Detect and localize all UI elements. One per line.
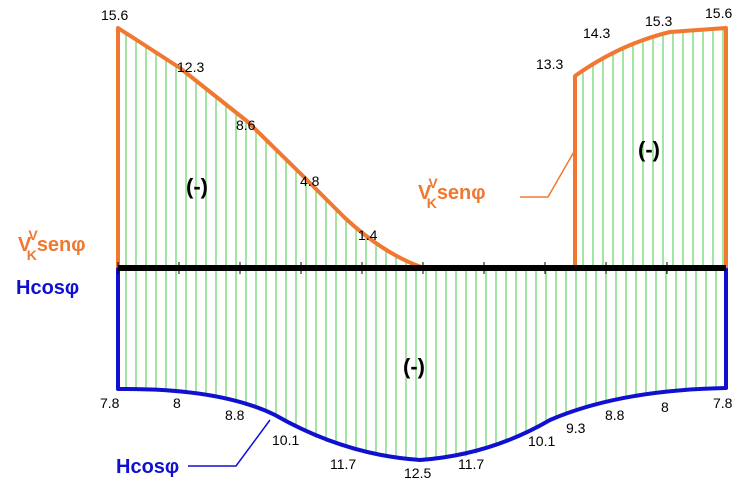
value-upper-right-3: 15.3 [645, 13, 672, 29]
value-lower-6: 12.5 [404, 465, 431, 481]
label-hcos-left: Hcosφ [16, 277, 79, 299]
lower-callout-leader [188, 419, 271, 467]
value-upper-right-4: 15.6 [705, 5, 732, 21]
hatch-lower [125, 268, 717, 460]
value-lower-5: 11.7 [330, 456, 356, 472]
value-lower-3: 8.8 [225, 407, 245, 423]
value-upper-right-2: 14.3 [583, 25, 610, 41]
hatch-upper-left [125, 33, 417, 268]
value-lower-9: 9.3 [566, 420, 586, 436]
sign-lower: (-) [403, 354, 425, 379]
upper-right-outline [573, 26, 728, 268]
upper-left-outline [116, 26, 425, 270]
value-lower-12: 7.8 [713, 395, 733, 411]
hatch-upper-right [582, 28, 724, 268]
label-vksen-callout: VV Ksenφ [418, 175, 486, 211]
value-upper-left-3: 8.6 [236, 117, 256, 133]
sign-upper-left: (-) [186, 174, 208, 199]
label-hcos-callout: Hcosφ [116, 456, 179, 478]
value-lower-10: 8.8 [605, 407, 625, 423]
value-lower-11: 8 [661, 399, 669, 415]
label-vksen-left: VV Ksenφ [18, 227, 86, 263]
lower-outline [116, 268, 728, 462]
value-lower-1: 7.8 [100, 395, 120, 411]
upper-callout-leader [520, 149, 576, 198]
sign-upper-right: (-) [638, 137, 660, 162]
value-lower-2: 8 [173, 395, 181, 411]
value-upper-left-1: 15.6 [101, 7, 128, 23]
value-upper-left-4: 4.8 [300, 173, 320, 189]
value-upper-left-5: 1.4 [358, 227, 378, 243]
value-upper-left-2: 12.3 [177, 59, 204, 75]
value-upper-right-1: 13.3 [536, 56, 563, 72]
value-lower-8: 10.1 [528, 433, 555, 449]
value-lower-7: 11.7 [458, 456, 484, 472]
axis-ticks [117, 262, 668, 274]
value-lower-4: 10.1 [272, 432, 299, 448]
